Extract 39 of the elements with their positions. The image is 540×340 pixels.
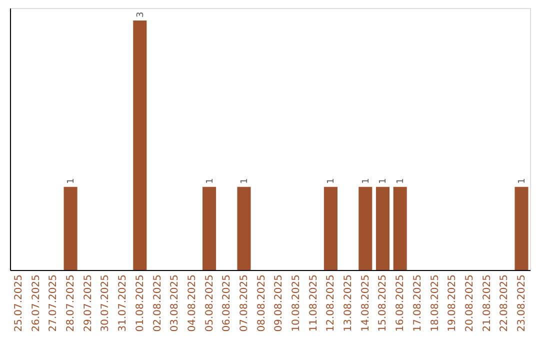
x-tick-label: 26.07.2025 [30,274,42,332]
x-tick-label: 07.08.2025 [238,274,250,332]
x-tick-label: 20.08.2025 [464,274,476,332]
x-tick-label: 30.07.2025 [100,274,112,332]
x-tick-label: 19.08.2025 [447,274,458,332]
x-tick-label: 06.08.2025 [222,274,233,332]
data-label: 1 [66,178,77,184]
x-tick-label: 22.08.2025 [499,274,510,332]
x-tick-label: 21.08.2025 [482,274,493,332]
x-tick-label: 17.08.2025 [412,274,424,332]
x-tick-label: 27.07.2025 [48,274,60,332]
x-tick-label: 11.08.2025 [308,274,320,332]
x-tick-label: 10.08.2025 [291,274,302,332]
x-tick-label: 16.08.2025 [395,274,406,332]
data-label: 1 [240,178,250,184]
x-tick-label: 04.08.2025 [186,274,198,332]
x-tick-label: 12.08.2025 [326,274,337,332]
x-tick-label: 18.08.2025 [430,274,441,332]
x-tick-label: 02.08.2025 [152,274,164,332]
x-tick-label: 23.08.2025 [516,274,528,332]
x-tick-label: 28.07.2025 [66,274,77,332]
data-label: 3 [136,12,146,18]
x-tick-label: 09.08.2025 [274,274,285,332]
data-label: 1 [361,178,372,184]
x-tick-label: 03.08.2025 [170,274,181,332]
x-tick-label: 01.08.2025 [134,274,146,332]
x-tick-label: 25.07.2025 [14,274,24,332]
data-label: 1 [378,178,389,184]
x-tick-label: 15.08.2025 [378,274,389,332]
x-tick-label: 31.07.2025 [118,274,129,332]
data-label: 1 [326,178,337,184]
data-label: 1 [396,178,406,184]
x-tick-label: 14.08.2025 [360,274,372,332]
x-tick-label: 08.08.2025 [256,274,268,332]
x-tick-label: 13.08.2025 [343,274,354,332]
data-label: 1 [518,178,528,184]
x-tick-label: 05.08.2025 [204,274,216,332]
data-label: 1 [205,178,216,184]
x-tick-label: 29.07.2025 [82,274,94,332]
